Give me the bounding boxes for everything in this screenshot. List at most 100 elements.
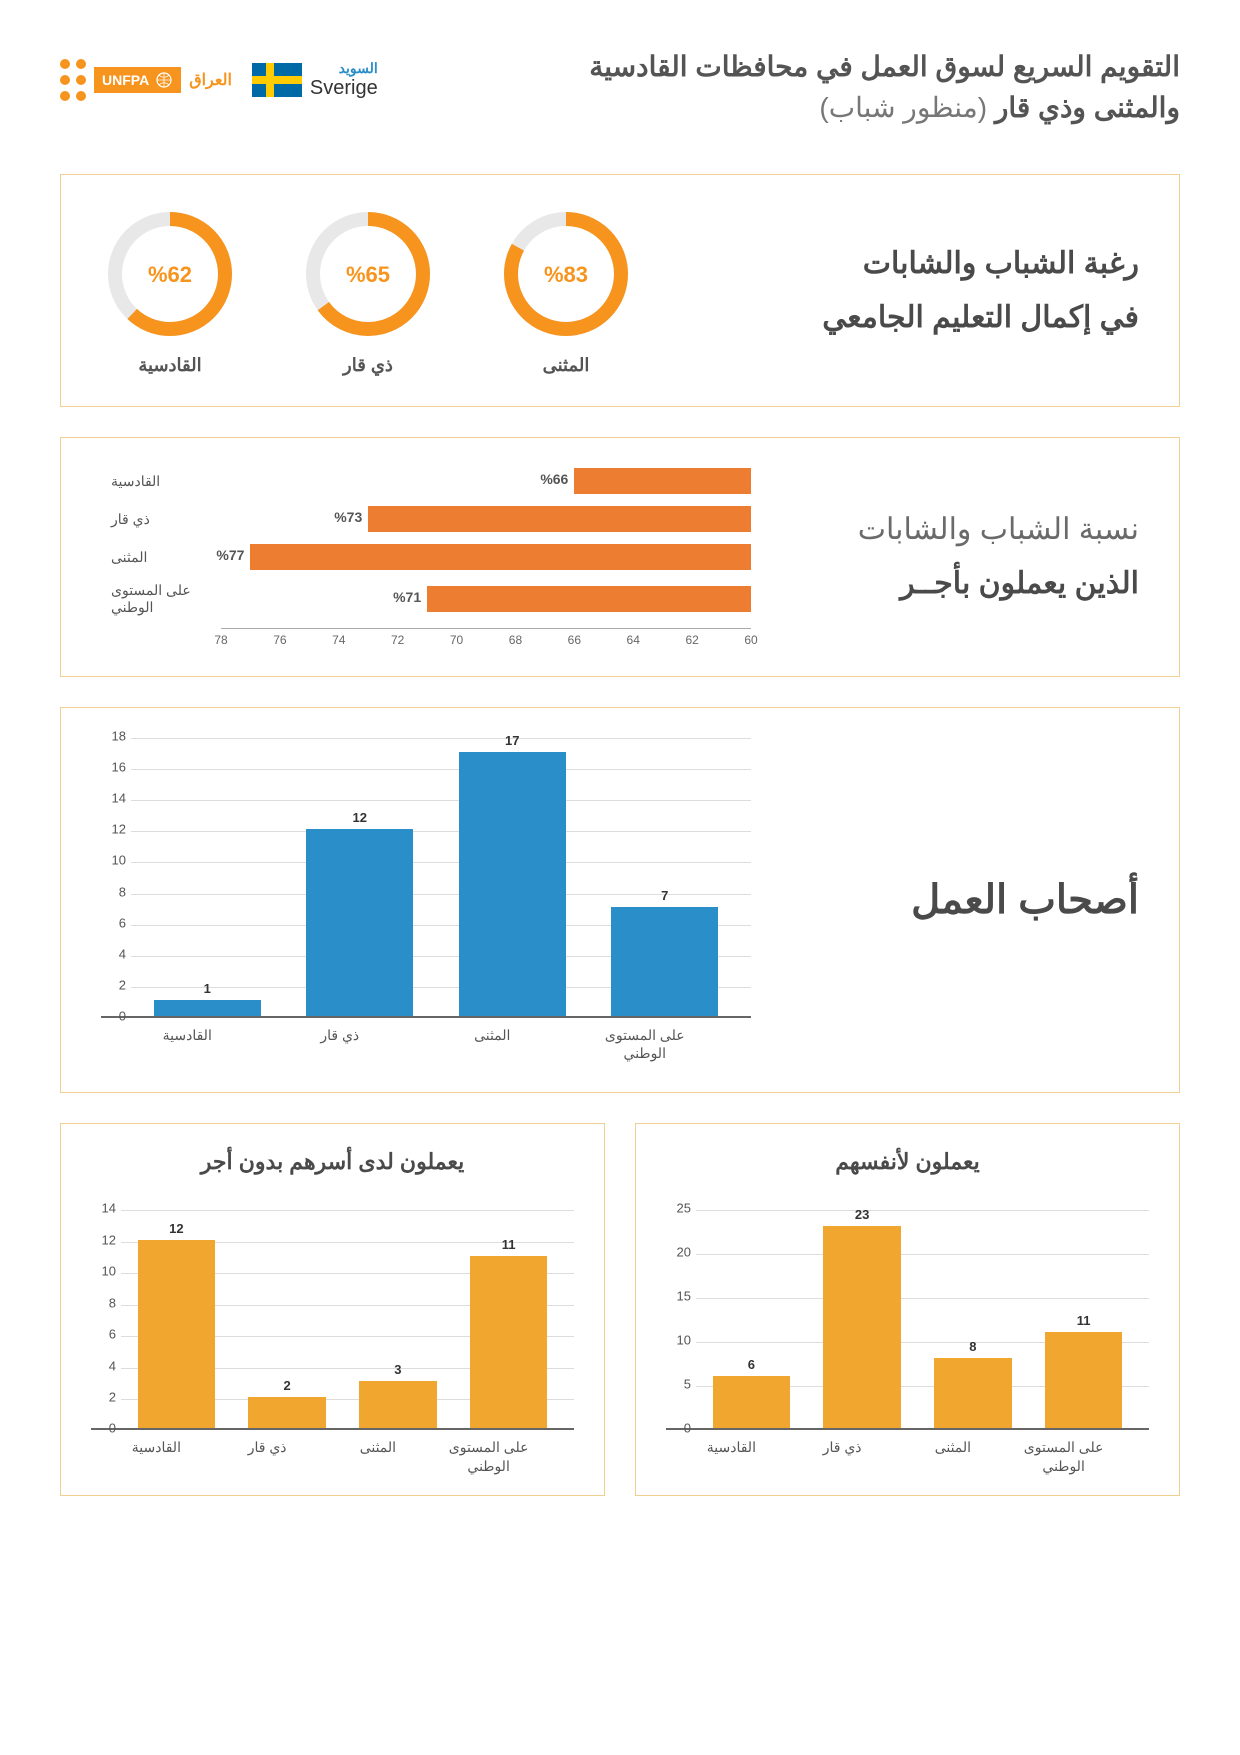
donuts-title-l2: في إكمال التعليم الجامعي bbox=[822, 291, 1139, 345]
hbar-fill bbox=[427, 586, 751, 612]
title-line2-bold: والمثنى وذي قار bbox=[995, 92, 1180, 123]
vbar-value: 2 bbox=[284, 1378, 291, 1393]
hbars-chart: %66 القادسية %73 ذي قار %77 المثنى %71 ع… bbox=[101, 468, 751, 646]
vbar-wrap: 8 bbox=[918, 1210, 1029, 1428]
hbar-category: المثنى bbox=[101, 549, 221, 566]
y-tick-label: 25 bbox=[677, 1201, 691, 1216]
y-tick-label: 10 bbox=[112, 853, 126, 868]
hbar-fill bbox=[574, 468, 751, 494]
y-tick-label: 4 bbox=[119, 946, 126, 961]
vbar-wrap: 11 bbox=[453, 1210, 564, 1428]
swedish-flag-icon bbox=[252, 63, 302, 97]
y-tick-label: 14 bbox=[112, 791, 126, 806]
x-tick-label: ذي قار bbox=[787, 1430, 898, 1474]
x-tick-label: القادسية bbox=[101, 1430, 212, 1474]
vbar-value: 7 bbox=[661, 888, 668, 903]
y-tick-label: 8 bbox=[109, 1295, 116, 1310]
y-tick-label: 8 bbox=[119, 884, 126, 899]
y-tick-label: 12 bbox=[112, 822, 126, 837]
y-tick-label: 6 bbox=[109, 1327, 116, 1342]
vbar-wrap: 1 bbox=[131, 738, 284, 1016]
hbars-panel: نسبة الشباب والشابات الذين يعملون بأجــر… bbox=[60, 437, 1180, 677]
vbar bbox=[1045, 1332, 1123, 1429]
vbar bbox=[359, 1381, 437, 1428]
vbar bbox=[611, 907, 718, 1016]
hbar-tick: 64 bbox=[627, 633, 640, 647]
x-tick-label: ذي قار bbox=[264, 1018, 417, 1062]
svg-text:%65: %65 bbox=[346, 262, 390, 287]
y-tick-label: 5 bbox=[684, 1377, 691, 1392]
hbar-tick: 76 bbox=[273, 633, 286, 647]
x-tick-label: القادسية bbox=[111, 1018, 264, 1062]
vchart-bars: 7 17 12 1 bbox=[131, 738, 741, 1016]
y-tick-label: 12 bbox=[102, 1232, 116, 1247]
hbar-tick: 74 bbox=[332, 633, 345, 647]
vbar-value: 11 bbox=[1077, 1313, 1091, 1328]
sverige-en: Sverige bbox=[310, 77, 378, 100]
vbar bbox=[248, 1397, 326, 1428]
vbar-wrap: 12 bbox=[121, 1210, 232, 1428]
y-tick-label: 2 bbox=[119, 977, 126, 992]
vbar bbox=[934, 1358, 1012, 1428]
x-tick-label: المثنى bbox=[323, 1430, 434, 1474]
vbar-value: 12 bbox=[353, 810, 367, 825]
vbar-wrap: 2 bbox=[232, 1210, 343, 1428]
x-tick-label: المثنى bbox=[416, 1018, 569, 1062]
x-tick-label: على المستوىالوطني bbox=[1008, 1430, 1119, 1474]
hbar-track: %73 bbox=[221, 506, 751, 532]
donut-label: ذي قار bbox=[299, 355, 437, 376]
hbar-fill bbox=[368, 506, 751, 532]
y-tick-label: 14 bbox=[102, 1201, 116, 1216]
vbar-wrap: 3 bbox=[343, 1210, 454, 1428]
vbar-wrap: 11 bbox=[1028, 1210, 1139, 1428]
hbar-category: القادسية bbox=[101, 473, 221, 490]
vbar-value: 6 bbox=[748, 1357, 755, 1372]
svg-text:%83: %83 bbox=[544, 262, 588, 287]
hbar-tick: 70 bbox=[450, 633, 463, 647]
self-employed-panel: يعملون لأنفسهم 0510152025 11 8 23 6 على … bbox=[635, 1123, 1180, 1495]
y-tick-label: 20 bbox=[677, 1245, 691, 1260]
vbar-wrap: 12 bbox=[284, 738, 437, 1016]
donut-item: %83 المثنى bbox=[497, 205, 635, 376]
hbar-value: %77 bbox=[216, 547, 244, 563]
vchart-xlabels: على المستوىالوطنيالمثنىذي قارالقادسية bbox=[101, 1430, 544, 1474]
unfpa-ar: العراق bbox=[189, 70, 232, 90]
x-tick-label: القادسية bbox=[676, 1430, 787, 1474]
y-tick-label: 0 bbox=[684, 1421, 691, 1436]
vchart-bars: 11 3 2 12 bbox=[121, 1210, 564, 1428]
vchart-plot: 02468101214 11 3 2 12 bbox=[91, 1210, 574, 1430]
hbars-title: نسبة الشباب والشابات الذين يعملون بأجــر bbox=[858, 503, 1139, 611]
y-tick-label: 6 bbox=[119, 915, 126, 930]
vbar-value: 1 bbox=[204, 981, 211, 996]
unpaid-family-chart: 02468101214 11 3 2 12 على المستوىالوطنيا… bbox=[91, 1210, 574, 1474]
y-tick-label: 16 bbox=[112, 760, 126, 775]
hbar-value: %71 bbox=[393, 589, 421, 605]
svg-text:%62: %62 bbox=[148, 262, 192, 287]
donut-svg: %83 bbox=[497, 205, 635, 343]
self-employed-title: يعملون لأنفسهم bbox=[666, 1149, 1149, 1175]
vchart-plot: 024681012141618 7 17 12 1 bbox=[101, 738, 751, 1018]
hbar-tick: 60 bbox=[744, 633, 757, 647]
y-tick-label: 10 bbox=[102, 1264, 116, 1279]
vbar-value: 23 bbox=[855, 1207, 869, 1222]
page-title: التقويم السريع لسوق العمل في محافظات الق… bbox=[589, 50, 1180, 124]
y-tick-label: 2 bbox=[109, 1389, 116, 1404]
unfpa-logo: العراق UNFPA bbox=[60, 50, 232, 110]
self-employed-chart: 0510152025 11 8 23 6 على المستوىالوطنيال… bbox=[666, 1210, 1149, 1474]
vbar-value: 17 bbox=[505, 733, 519, 748]
hbar-row: %73 ذي قار bbox=[101, 506, 751, 532]
vbar-wrap: 6 bbox=[696, 1210, 807, 1428]
hbar-fill bbox=[250, 544, 751, 570]
donuts-title: رغبة الشباب والشابات في إكمال التعليم ال… bbox=[822, 237, 1139, 345]
hbar-row: %77 المثنى bbox=[101, 544, 751, 570]
hbar-track: %77 bbox=[221, 544, 751, 570]
vchart-plot: 0510152025 11 8 23 6 bbox=[666, 1210, 1149, 1430]
x-tick-label: على المستوىالوطني bbox=[433, 1430, 544, 1474]
y-tick-label: 15 bbox=[677, 1289, 691, 1304]
hbar-tick: 72 bbox=[391, 633, 404, 647]
vbar bbox=[306, 829, 413, 1016]
vbar-value: 8 bbox=[969, 1339, 976, 1354]
donut-svg: %62 bbox=[101, 205, 239, 343]
donut-label: المثنى bbox=[497, 355, 635, 376]
hbar-value: %73 bbox=[334, 509, 362, 525]
